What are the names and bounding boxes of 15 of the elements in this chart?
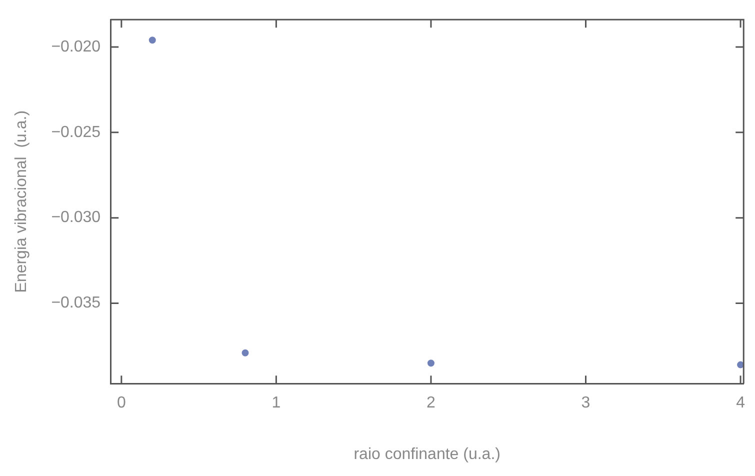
point xyxy=(737,361,744,368)
y-tick-label: −0.030 xyxy=(51,209,101,226)
point xyxy=(242,349,249,356)
x-axis-title: raio confinante (u.a.) xyxy=(354,446,500,463)
point xyxy=(148,36,156,44)
y-axis-title: Energia vibracional (u.a.) xyxy=(13,110,30,293)
y-tick-label: −0.020 xyxy=(51,38,101,56)
x-tick-label: 2 xyxy=(426,394,436,412)
y-tick-label: −0.035 xyxy=(51,294,101,312)
x-tick-label: 4 xyxy=(736,394,746,412)
x-tick-label: 1 xyxy=(272,394,281,412)
x-tick-label: 3 xyxy=(581,394,590,412)
y-tick-label: −0.025 xyxy=(51,124,101,141)
x-tick-label: 0 xyxy=(116,394,126,412)
point xyxy=(427,360,434,367)
